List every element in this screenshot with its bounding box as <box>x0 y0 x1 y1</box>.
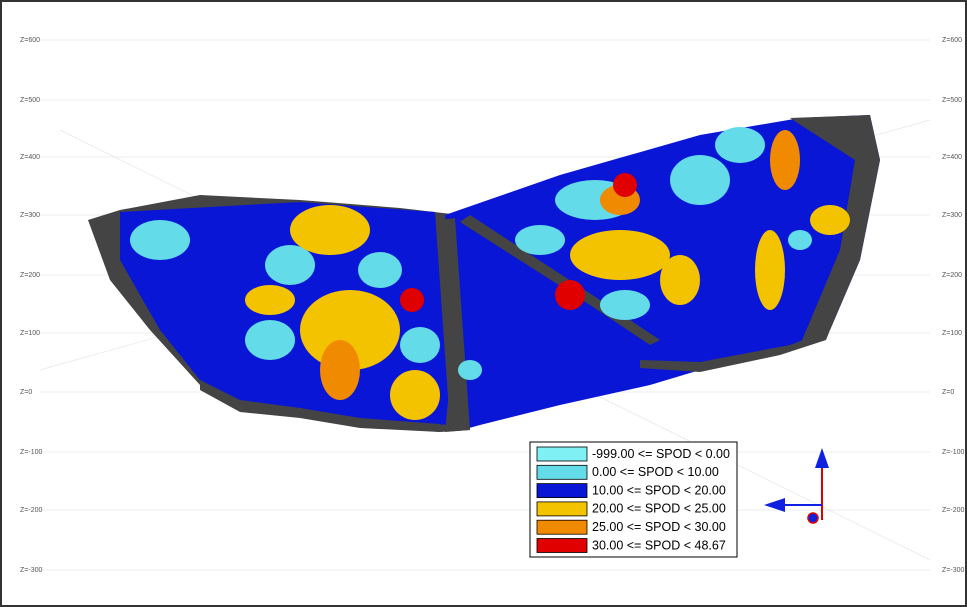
legend-label: 30.00 <= SPOD < 48.67 <box>592 538 726 552</box>
legend-label: 10.00 <= SPOD < 20.00 <box>592 483 726 497</box>
z-label: Z=600 <box>942 37 962 44</box>
z-labels-right: Z=600 Z=500 Z=400 Z=300 Z=200 Z=100 Z=0 Z=-100 Z… <box>942 37 964 574</box>
z-label: Z=0 <box>942 389 954 396</box>
block-model <box>88 115 880 432</box>
z-label: Z=-300 <box>942 567 964 574</box>
z-label: Z=0 <box>20 389 32 396</box>
z-label: Z=300 <box>20 212 40 219</box>
z-label: Z=600 <box>20 37 40 44</box>
axis-triad <box>764 448 829 524</box>
legend: -999.00 <= SPOD < 0.00 0.00 <= SPOD < 10.… <box>529 441 738 558</box>
legend-label: 25.00 <= SPOD < 30.00 <box>592 520 726 534</box>
z-label: Z=-100 <box>942 449 964 456</box>
z-label: Z=500 <box>942 97 962 104</box>
legend-swatch <box>536 519 588 535</box>
z-label: Z=500 <box>20 97 40 104</box>
z-label: Z=200 <box>20 272 40 279</box>
z-labels-left: Z=600 Z=500 Z=400 Z=300 Z=200 Z=100 Z=0 Z=-100 Z… <box>20 37 42 574</box>
legend-swatch <box>536 483 588 499</box>
z-label: Z=300 <box>942 212 962 219</box>
z-label: Z=400 <box>20 154 40 161</box>
legend-label: 0.00 <= SPOD < 10.00 <box>592 465 719 479</box>
z-label: Z=-100 <box>20 449 42 456</box>
z-label: Z=400 <box>942 154 962 161</box>
z-label: Z=-200 <box>942 507 964 514</box>
z-label: Z=100 <box>942 330 962 337</box>
z-label: Z=-300 <box>20 567 42 574</box>
z-label: Z=100 <box>20 330 40 337</box>
legend-swatch <box>536 501 588 517</box>
legend-swatch <box>536 446 588 462</box>
z-label: Z=200 <box>942 272 962 279</box>
legend-label: -999.00 <= SPOD < 0.00 <box>592 447 730 461</box>
z-label: Z=-200 <box>20 507 42 514</box>
legend-swatch <box>536 464 588 480</box>
legend-label: 20.00 <= SPOD < 25.00 <box>592 502 726 516</box>
legend-swatch <box>536 538 588 553</box>
